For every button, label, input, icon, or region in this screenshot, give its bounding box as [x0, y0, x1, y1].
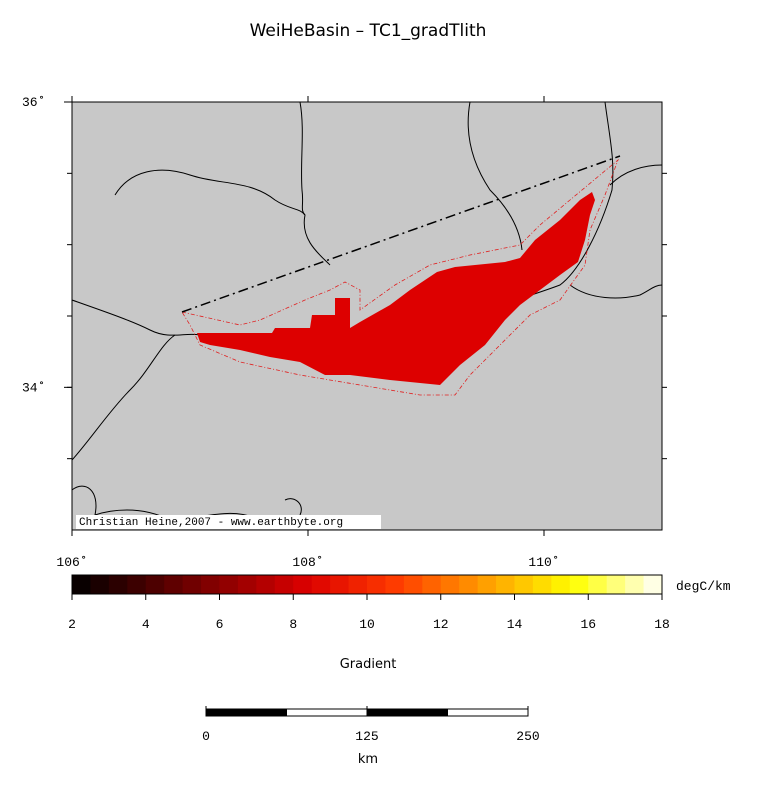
colorbar-tick-label: 4: [142, 617, 150, 632]
colorbar-cell: [201, 575, 220, 594]
colorbar-tick-label: 2: [68, 617, 76, 632]
colorbar-cell: [569, 575, 589, 594]
colorbar-label: Gradient: [340, 657, 397, 672]
colorbar-cell: [588, 575, 608, 594]
colorbar-unit: degC/km: [676, 579, 731, 594]
colorbar-cell: [330, 575, 350, 594]
colorbar-cell: [311, 575, 331, 594]
colorbar-cell: [532, 575, 552, 594]
colorbar-cell: [440, 575, 460, 594]
colorbar-tick-label: 10: [359, 617, 375, 632]
scale-tick-label: 0: [202, 729, 210, 744]
colorbar-tick-label: 14: [507, 617, 523, 632]
colorbar-tick-label: 6: [216, 617, 224, 632]
colorbar-cell: [496, 575, 515, 594]
colorbar-tick-label: 12: [433, 617, 449, 632]
colorbar-cell: [643, 575, 663, 594]
x-tick-label: 108˚: [292, 555, 323, 570]
map-frame: [71, 101, 663, 531]
x-tick-label: 106˚: [56, 555, 87, 570]
colorbar-cell: [348, 575, 368, 594]
colorbar-cell: [72, 575, 91, 594]
gradient-field: [197, 192, 595, 385]
profile-line: [181, 155, 621, 313]
scale-segment: [205, 708, 287, 717]
y-tick-label: 34˚: [22, 380, 45, 395]
colorbar-cell: [145, 575, 165, 594]
colorbar-cell: [403, 575, 423, 594]
colorbar-cell: [606, 575, 626, 594]
colorbar-cell: [551, 575, 571, 594]
credit-box: [76, 515, 381, 529]
y-tick-label: 36˚: [22, 95, 45, 110]
colorbar-cell: [477, 575, 497, 594]
colorbar-cell: [164, 575, 184, 594]
colorbar-cell: [459, 575, 479, 594]
colorbar-cell: [293, 575, 313, 594]
title: WeiHeBasin – TC1_gradTlith: [250, 21, 487, 41]
colorbar-cell: [90, 575, 110, 594]
colorbar-cell: [256, 575, 276, 594]
x-tick-label: 110˚: [528, 555, 559, 570]
colorbar-cell: [367, 575, 386, 594]
colorbar-cell: [219, 575, 239, 594]
credit: Christian Heine,2007 - www.earthbyte.org: [79, 517, 343, 529]
colorbar-cell: [127, 575, 147, 594]
basin-outline: [181, 158, 619, 396]
colorbar-cell: [182, 575, 202, 594]
scale-tick-label: 250: [516, 729, 539, 744]
scale-segment: [447, 708, 529, 717]
colorbar-cell: [385, 575, 405, 594]
colorbar-cell: [237, 575, 257, 594]
scale-segment: [286, 708, 368, 717]
colorbar-tick-label: 16: [580, 617, 596, 632]
scale-segment: [366, 708, 448, 717]
scale-tick-label: 125: [355, 729, 378, 744]
colorbar-cell: [514, 575, 534, 594]
colorbar-cell: [108, 575, 128, 594]
colorbar-tick-label: 8: [289, 617, 297, 632]
colorbar-cell: [274, 575, 294, 594]
colorbar-cell: [422, 575, 442, 594]
colorbar-tick-label: 18: [654, 617, 670, 632]
colorbar-cell: [625, 575, 645, 594]
scale-unit: km: [358, 752, 378, 767]
colorbar: [71, 574, 663, 595]
